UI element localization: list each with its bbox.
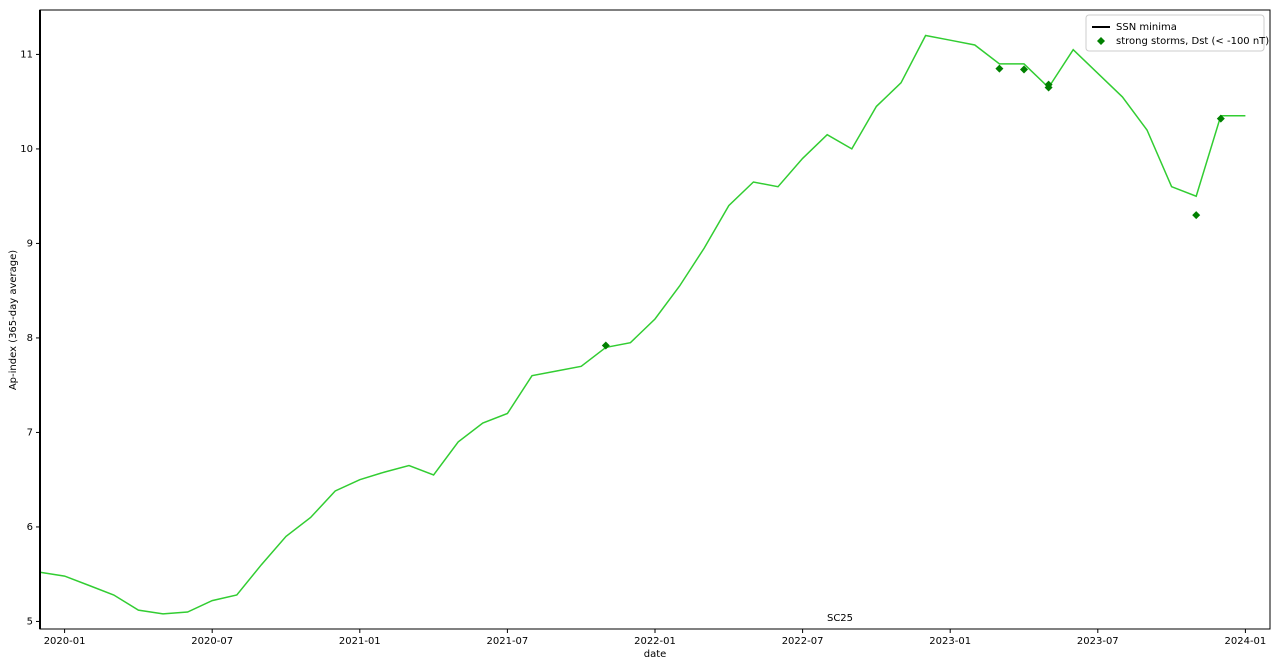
y-tick-label: 6 <box>27 522 33 533</box>
storm-marker <box>995 64 1004 73</box>
x-tick-label: 2022-07 <box>782 636 824 647</box>
y-tick-label: 11 <box>20 49 33 60</box>
annotation: SC25 <box>827 613 853 624</box>
legend-label: SSN minima <box>1116 22 1177 33</box>
x-tick-label: 2020-01 <box>44 636 86 647</box>
x-tick-label: 2022-01 <box>634 636 676 647</box>
y-tick-label: 7 <box>27 427 33 438</box>
storm-marker <box>1020 65 1028 74</box>
storm-marker <box>1192 211 1201 220</box>
y-axis-label: Ap-index (365-day average) <box>8 250 19 390</box>
storm-marker <box>601 341 610 350</box>
x-tick-label: 2020-07 <box>191 636 233 647</box>
legend-box <box>1085 14 1265 52</box>
x-tick-label: 2023-01 <box>929 636 971 647</box>
x-tick-label: 2024-01 <box>1225 636 1267 647</box>
y-tick-label: 8 <box>27 333 33 344</box>
data-line <box>39 34 1246 615</box>
x-tick-label: 2021-07 <box>487 636 529 647</box>
plot-frame <box>39 9 1271 630</box>
storm-marker <box>1216 114 1225 123</box>
legend-label: strong storms, Dst (< -100 nT) <box>1116 36 1269 47</box>
x-tick-label: 2023-07 <box>1077 636 1119 647</box>
x-axis-label: date <box>644 649 667 660</box>
y-tick-label: 9 <box>27 238 33 249</box>
storm-marker <box>1044 83 1053 92</box>
y-tick-label: 5 <box>27 616 33 627</box>
y-tick-label: 10 <box>20 144 33 155</box>
x-tick-label: 2021-01 <box>339 636 381 647</box>
legend-marker <box>1097 37 1105 45</box>
